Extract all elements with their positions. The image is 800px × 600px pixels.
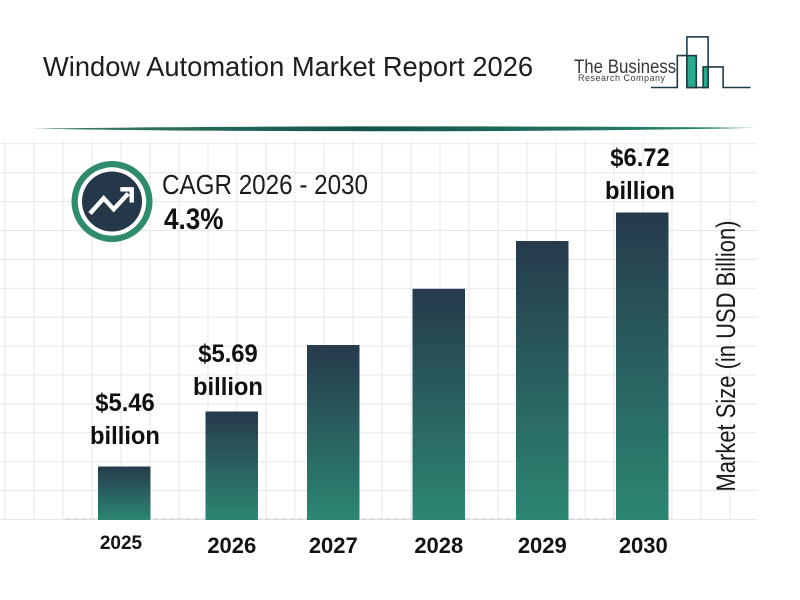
svg-text:Market Size (in USD Billion): Market Size (in USD Billion) xyxy=(711,221,741,492)
